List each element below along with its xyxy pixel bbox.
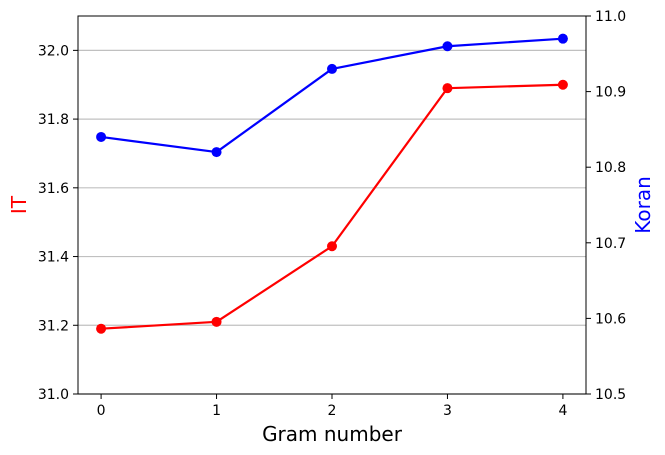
left-tick-label-5: 32.0 (38, 43, 69, 59)
left-y-axis-title: IT (7, 195, 31, 214)
it-point-3 (442, 83, 453, 94)
right-tick-label-0: 10.5 (595, 387, 626, 403)
right-tick-label-2: 10.7 (595, 236, 626, 252)
koran-point-3 (442, 41, 453, 52)
koran-point-1 (211, 147, 222, 158)
it-point-1 (211, 316, 222, 327)
left-tick-label-0: 31.0 (38, 387, 69, 403)
series-layer (96, 33, 568, 334)
axis-ticks: 31.0 31.2 31.4 31.6 31.8 32.0 10.5 10.6 10.7 10.8… (38, 9, 626, 419)
left-tick-label-3: 31.6 (38, 181, 69, 197)
right-tick-label-4: 10.9 (595, 85, 626, 101)
it-point-0 (96, 323, 107, 334)
right-tick-label-5: 11.0 (595, 9, 626, 25)
it-series-line (101, 83, 563, 330)
it-point-2 (327, 241, 337, 252)
koran-point-0 (96, 131, 107, 142)
right-tick-label-1: 10.6 (595, 311, 626, 327)
x-tick-label-1: 1 (212, 403, 221, 419)
koran-point-2 (327, 63, 337, 74)
right-y-axis-title: Koran (631, 176, 655, 234)
x-tick-label-4: 4 (558, 403, 567, 419)
gridlines (78, 49, 586, 395)
right-tick-label-3: 10.8 (595, 160, 626, 176)
x-axis-title: Gram number (262, 422, 403, 446)
it-point-4 (557, 79, 568, 90)
left-tick-label-4: 31.8 (38, 112, 69, 128)
left-tick-label-2: 31.4 (38, 250, 69, 266)
koran-point-4 (557, 33, 568, 44)
left-tick-label-1: 31.2 (38, 318, 69, 334)
x-tick-label-0: 0 (97, 403, 106, 419)
x-tick-label-3: 3 (443, 403, 452, 419)
koran-series-line (100, 37, 563, 154)
x-tick-label-2: 2 (328, 403, 337, 419)
